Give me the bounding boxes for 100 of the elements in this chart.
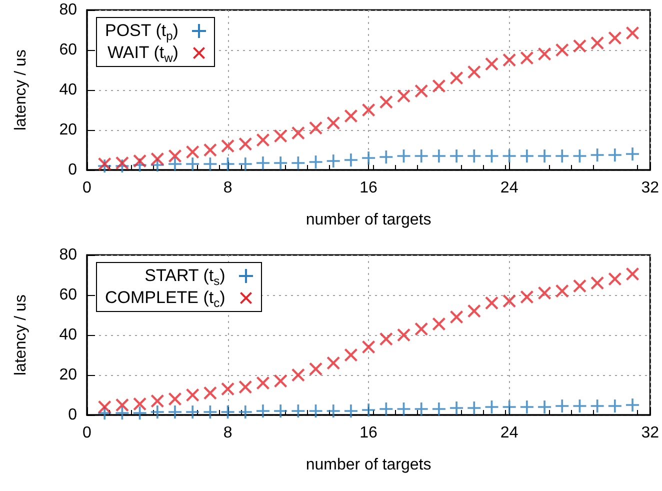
legend-label: POST (t$_{p}$) [105,20,178,43]
point [256,134,270,146]
point [133,398,146,410]
point [344,404,358,418]
point [397,90,410,102]
y-tick-label: 80 [59,246,78,264]
point [256,404,270,418]
point [344,348,358,362]
point [186,406,200,418]
point [344,154,358,166]
point [485,58,498,70]
point [221,382,234,396]
point [485,296,498,310]
y-axis-title: latency / us [12,294,30,376]
point [556,44,569,56]
point [450,310,464,324]
point [468,402,481,414]
point [397,150,410,162]
x-axis-title: number of targets [306,456,432,474]
x-tick-label: 0 [82,180,92,196]
point [309,156,322,168]
point [168,392,182,406]
point [573,40,586,52]
point [204,144,217,156]
point [326,404,340,418]
legend-label: WAIT (t$_{w}$) [107,42,178,65]
y-tick-label: 60 [59,42,78,58]
point [608,148,622,162]
point [168,158,182,170]
point [116,156,129,170]
x-tick-label: 32 [641,424,660,442]
point [186,158,200,170]
legend-label: START (t$_{s}$) [144,265,226,288]
point [590,276,604,290]
point [414,84,428,98]
point [626,398,640,412]
point [468,304,481,318]
x-tick-label: 8 [223,180,232,196]
point [380,150,393,164]
point [538,150,552,162]
point [502,294,516,308]
point [538,48,552,60]
point [116,398,129,412]
x-tick-label: 16 [360,180,378,196]
point [133,154,146,168]
point [150,394,164,408]
point [608,400,622,412]
point [414,150,428,162]
point [274,156,288,170]
point [432,318,446,330]
x-tick-label: 0 [82,424,92,442]
y-tick-label: 20 [59,366,78,384]
point [573,400,586,412]
point [292,126,305,140]
y-tick-label: 80 [59,2,78,18]
x-tick-label: 8 [223,424,232,442]
point [608,32,622,44]
point [221,140,234,152]
y-axis-title: latency / us [12,50,30,130]
y-tick-label: 40 [59,326,78,344]
point [468,150,481,162]
point [608,272,622,286]
point [520,290,534,304]
y-tick-label: 0 [68,406,78,424]
x-axis-title: number of targets [306,212,432,228]
point [238,406,252,418]
x-tick-label: 24 [500,424,518,442]
point [238,380,252,394]
x-tick-label: 24 [500,180,518,196]
point [168,406,182,418]
point [626,26,640,40]
point [362,404,376,416]
point [204,406,217,418]
point [414,402,428,416]
point [397,402,410,416]
point [256,376,270,390]
point [502,150,516,162]
point [380,96,393,108]
point [186,146,200,158]
point [485,400,498,414]
point [432,150,446,162]
point [292,368,305,382]
y-tick-label: 40 [59,82,78,98]
point [256,156,270,170]
x-tick-label: 16 [360,424,378,442]
point [450,150,464,162]
point [133,406,146,420]
point [362,104,376,116]
point [362,152,376,164]
point [150,406,164,418]
point [626,148,640,160]
point [204,386,217,400]
point [450,402,464,414]
point [626,268,640,280]
y-tick-label: 0 [68,162,78,178]
point [485,150,498,162]
point [590,36,604,50]
point [397,328,410,342]
point [520,52,534,64]
point [502,54,516,66]
